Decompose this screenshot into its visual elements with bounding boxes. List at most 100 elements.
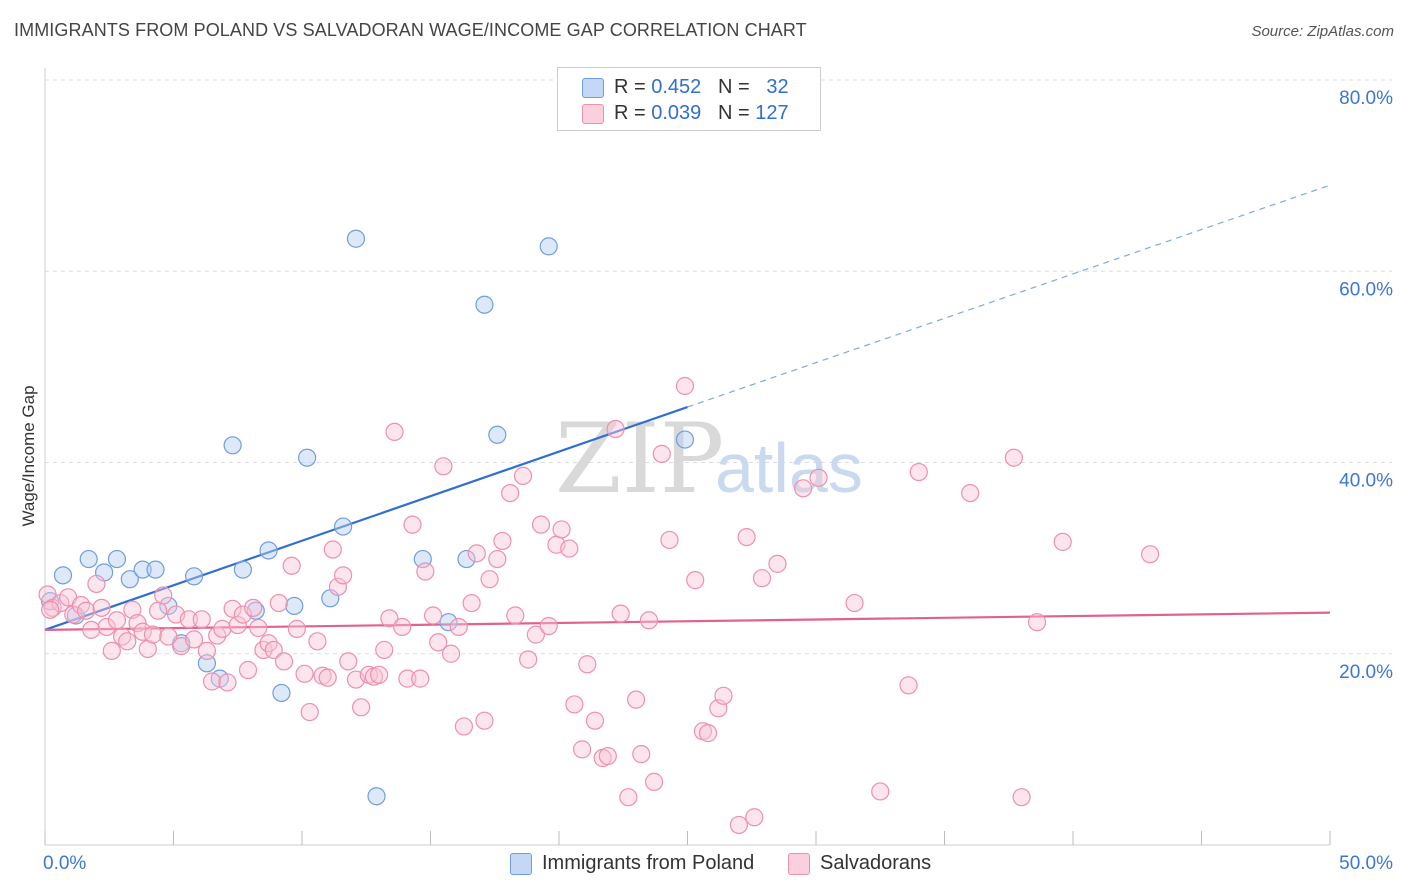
salvadoran-point	[370, 665, 389, 684]
poland-point	[272, 683, 291, 703]
poland-point	[488, 425, 507, 444]
salvadoran-point	[143, 625, 163, 644]
bottom-legend-label-poland: Immigrants from Poland	[542, 852, 755, 874]
legend-n-label: N =	[717, 102, 756, 124]
salvadoran-point	[871, 782, 890, 801]
salvadoran-point	[97, 617, 116, 637]
salvadoran-point	[909, 462, 928, 482]
salvadoran-point	[493, 531, 512, 551]
salvadoran-point	[92, 598, 111, 617]
salvadoran-point	[501, 484, 520, 503]
salvadoran-point	[794, 479, 813, 498]
salvadoran-point	[768, 554, 787, 573]
salvadoran-point	[282, 556, 301, 575]
legend-r-value: 0.452	[651, 76, 702, 98]
salvadoran-point	[223, 599, 242, 618]
chart-title: IMMIGRANTS FROM POLAND VS SALVADORAN WAG…	[14, 20, 807, 40]
poland-point	[298, 448, 317, 467]
bottom-legend-label-salvadorans: Salvadorans	[820, 852, 932, 874]
salvadoran-point	[154, 586, 173, 605]
salvadoran-point	[531, 515, 551, 534]
salvadoran-point	[385, 422, 404, 441]
salvadoran-point	[352, 698, 371, 717]
salvadoran-point	[159, 627, 178, 646]
poland-point	[285, 596, 304, 616]
poland-point	[259, 541, 278, 560]
y-tick-label: 20.0%	[1339, 662, 1393, 683]
salvadoran-point	[269, 593, 288, 613]
salvadoran-point	[1027, 613, 1047, 632]
salvadoran-point	[249, 618, 268, 638]
legend-n-value: 127	[755, 102, 789, 124]
x-tick-label: 50.0%	[1339, 853, 1393, 874]
salvadoran-point	[565, 695, 584, 714]
salvadoran-point	[686, 571, 705, 590]
salvadoran-point	[449, 617, 468, 637]
salvadoran-point	[899, 676, 918, 695]
poland-point	[233, 560, 252, 579]
salvadoran-point	[300, 702, 319, 722]
salvadoran-point	[475, 711, 494, 730]
salvadoran-point	[1004, 448, 1023, 467]
salvadoran-point	[375, 640, 394, 660]
y-axis-label: Wage/Income Gap	[19, 385, 38, 526]
salvadoran-point	[526, 625, 545, 644]
salvadoran-point	[179, 610, 199, 629]
bottom-legend-swatch-salvadorans	[788, 853, 810, 875]
salvadoran-point	[197, 641, 217, 660]
salvadoran-point	[619, 788, 638, 807]
salvadoran-point	[809, 468, 828, 487]
stats-legend: R = 0.452 N = 32 R = 0.039 N = 127	[557, 67, 821, 131]
salvadoran-point	[845, 593, 864, 613]
legend-swatch-poland	[582, 78, 604, 98]
salvadoran-point	[745, 808, 764, 827]
y-tick-label: 40.0%	[1339, 471, 1393, 492]
bottom-legend-swatch-poland	[510, 853, 532, 875]
salvadoran-point	[38, 585, 57, 604]
poland-point	[439, 613, 458, 632]
legend-swatch-salvadorans	[582, 104, 604, 124]
watermark-atlas: atlas	[715, 429, 863, 507]
salvadoran-point	[334, 566, 353, 585]
poland-point	[107, 549, 127, 569]
salvadoran-point	[611, 604, 630, 623]
salvadoran-point	[585, 711, 605, 730]
salvadoran-point	[323, 540, 342, 559]
salvadoran-point	[41, 600, 60, 619]
salvadoran-point	[138, 639, 157, 659]
salvadoran-point	[87, 574, 106, 594]
salvadoran-point	[652, 444, 671, 463]
salvadoran-point	[961, 484, 980, 503]
salvadoran-point	[82, 620, 101, 639]
data-points	[38, 229, 1160, 835]
salvadoran-point	[675, 376, 695, 396]
salvadoran-point	[578, 655, 597, 674]
salvadoran-point	[632, 745, 651, 764]
poland-point	[367, 787, 386, 806]
salvadoran-point	[423, 606, 443, 625]
poland-point	[334, 517, 353, 536]
poland-point	[457, 549, 476, 569]
salvadoran-point	[737, 527, 756, 547]
trend-lines	[44, 184, 1331, 631]
poland-point	[346, 229, 366, 248]
legend-n-value: 32	[766, 76, 789, 98]
salvadoran-point	[71, 595, 91, 615]
salvadoran-point	[416, 562, 435, 581]
salvadoran-point	[519, 650, 538, 669]
salvadoran-point	[123, 600, 142, 619]
salvadoran-point	[233, 605, 252, 624]
watermark: ZIP atlas	[555, 403, 863, 515]
source-label: Source: ZipAtlas.com	[1251, 23, 1394, 40]
salvadoran-point	[488, 549, 507, 569]
salvadoran-point	[398, 669, 417, 688]
salvadoran-point	[238, 660, 258, 680]
salvadoran-point	[539, 616, 558, 636]
poland-point	[120, 570, 139, 589]
salvadoran-point	[660, 530, 679, 550]
salvadoran-point	[598, 746, 617, 766]
salvadoran-point	[506, 606, 525, 625]
salvadoran-point	[729, 815, 749, 835]
salvadoran-point	[429, 633, 448, 652]
